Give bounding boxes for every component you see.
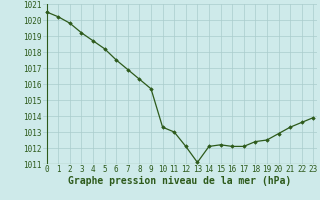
X-axis label: Graphe pression niveau de la mer (hPa): Graphe pression niveau de la mer (hPa) [68,176,292,186]
